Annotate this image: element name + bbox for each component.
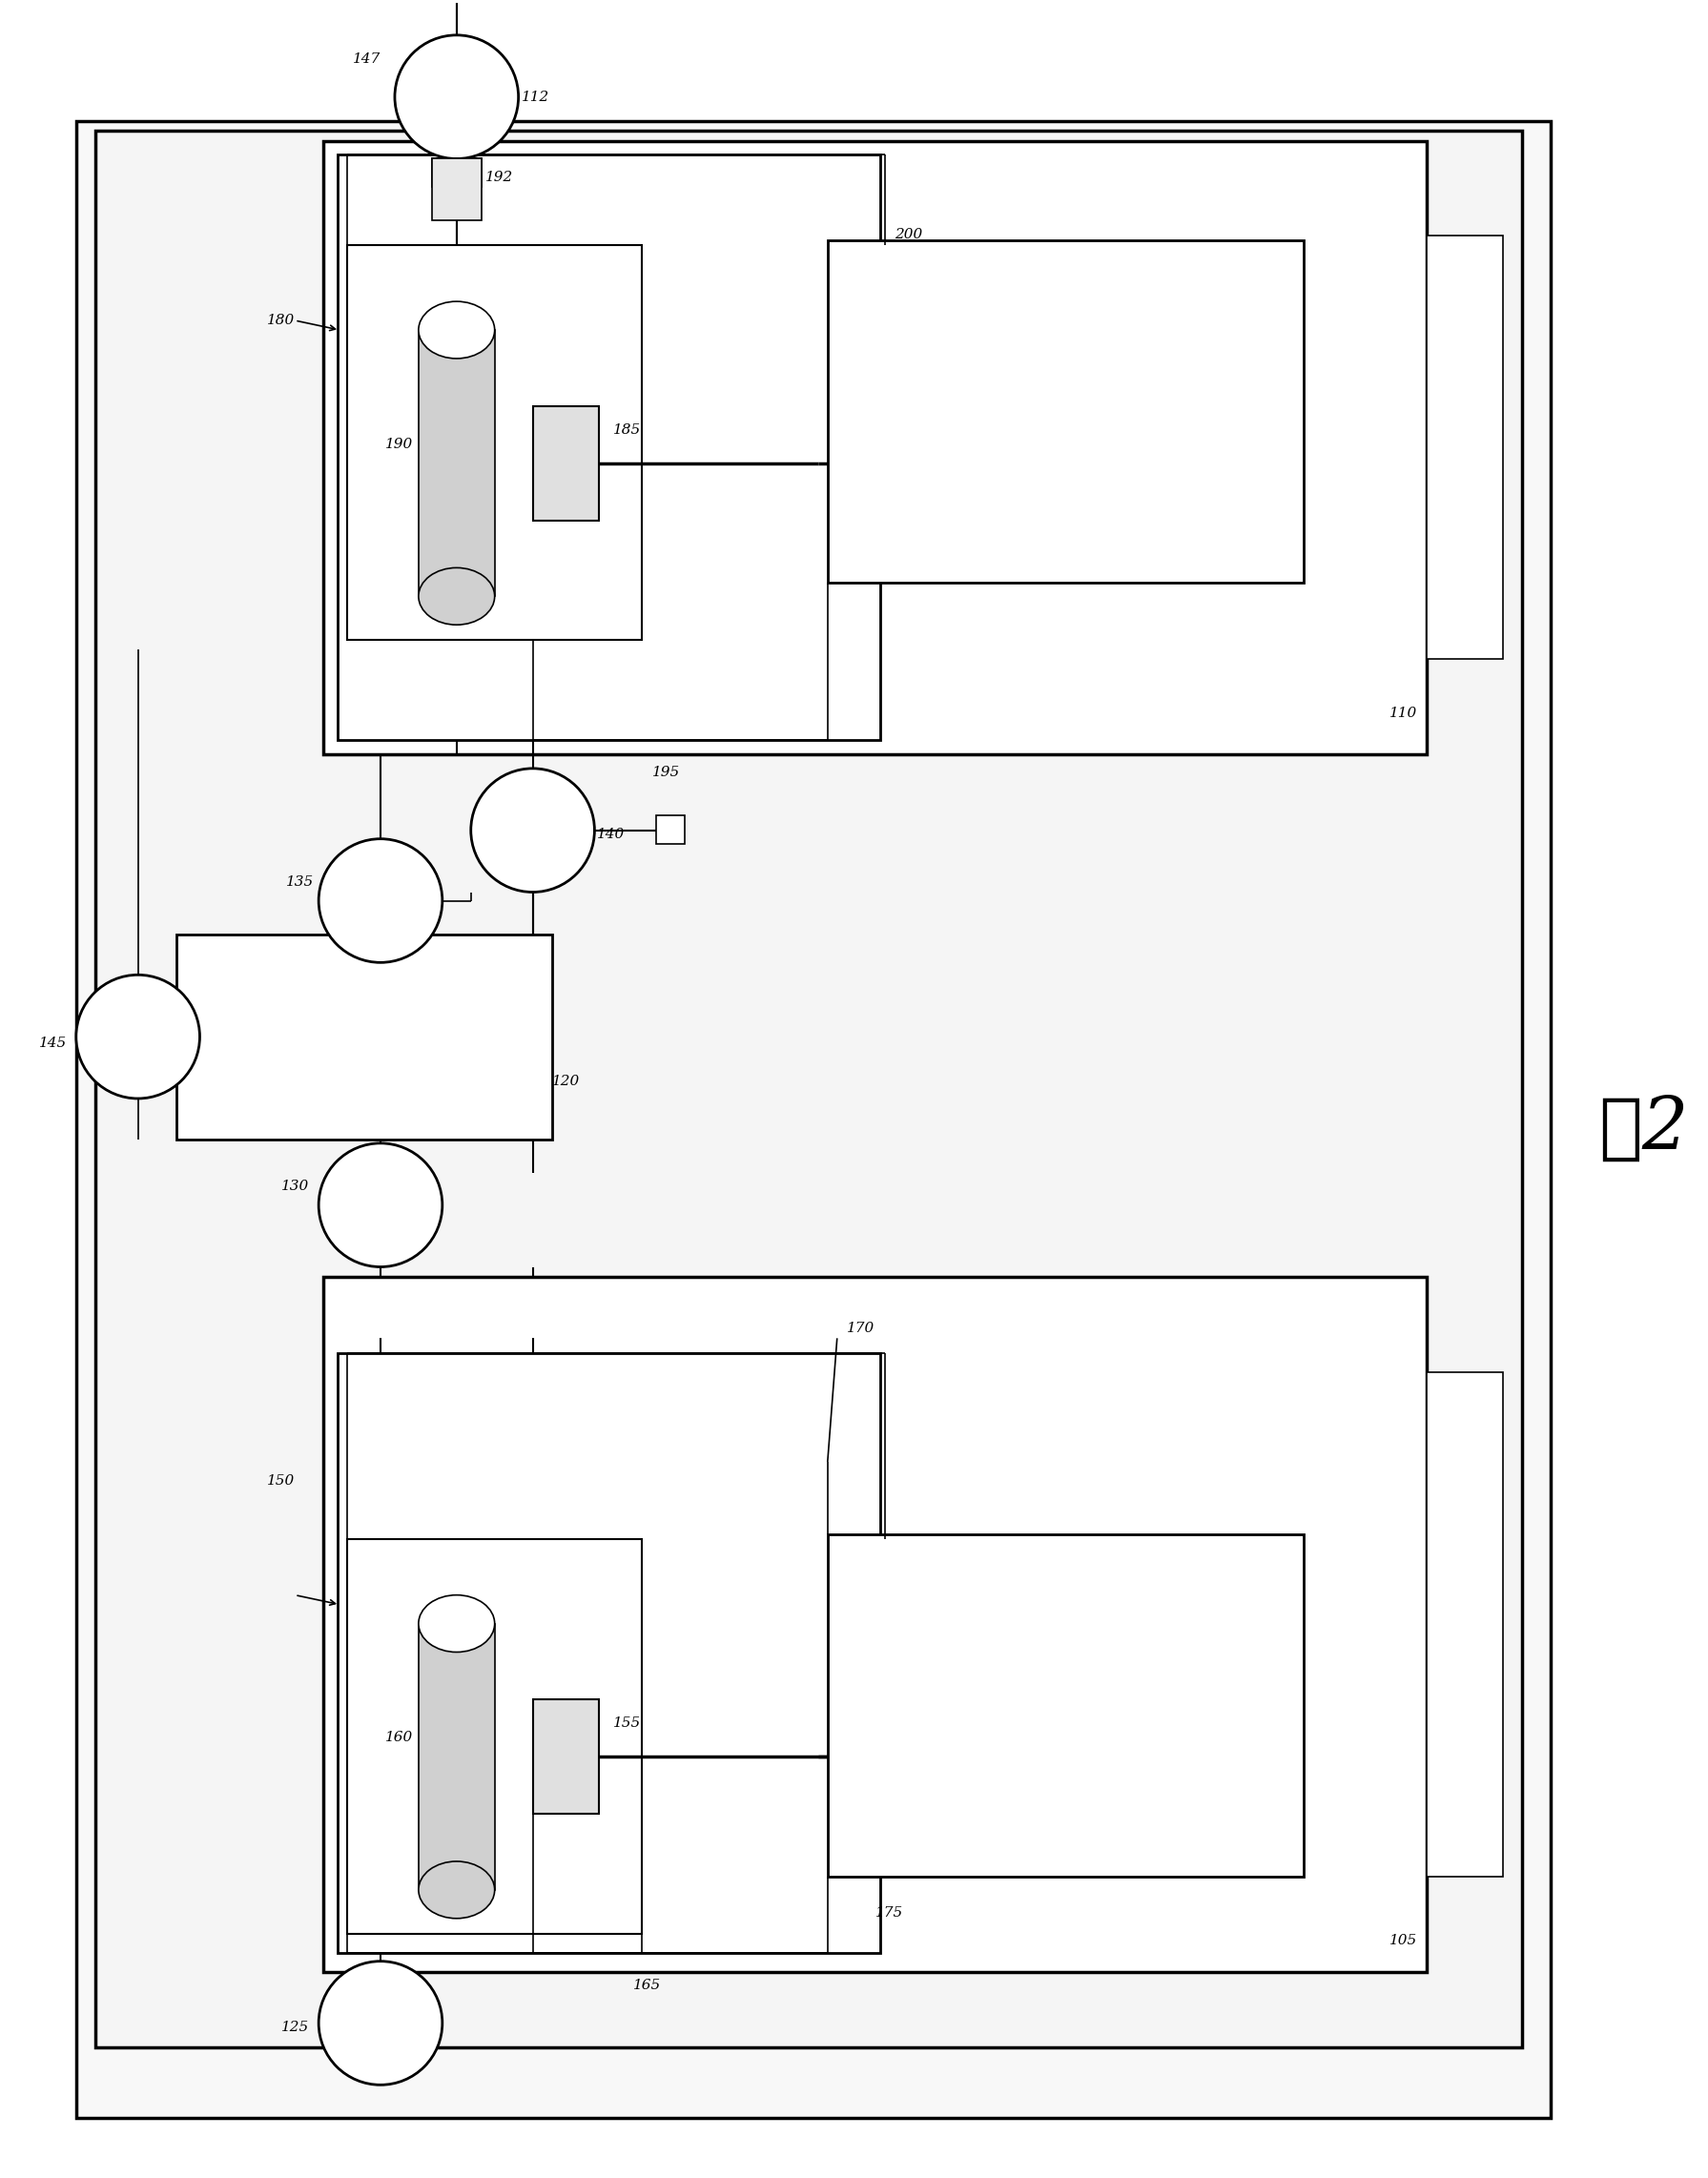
- Bar: [828, 1533, 1303, 1877]
- Bar: [338, 1353, 880, 1954]
- Text: 140: 140: [598, 828, 625, 841]
- Circle shape: [395, 35, 519, 159]
- Bar: [533, 405, 600, 521]
- Text: 185: 185: [613, 423, 642, 436]
- Bar: [96, 131, 1522, 2047]
- Bar: [1426, 1372, 1503, 1877]
- Ellipse shape: [418, 301, 495, 359]
- Text: 200: 200: [895, 229, 922, 242]
- Text: 125: 125: [282, 2021, 309, 2034]
- Circle shape: [471, 769, 594, 893]
- Bar: [656, 815, 685, 843]
- Bar: [533, 1699, 600, 1814]
- Bar: [323, 1276, 1426, 1971]
- Text: 170: 170: [847, 1322, 874, 1335]
- Circle shape: [77, 976, 200, 1098]
- Text: 110: 110: [1389, 706, 1418, 721]
- Text: 165: 165: [634, 1978, 661, 1991]
- Text: 图2: 图2: [1599, 1093, 1688, 1165]
- Text: 195: 195: [652, 767, 680, 780]
- Circle shape: [319, 1143, 442, 1268]
- Bar: [176, 934, 552, 1139]
- Ellipse shape: [418, 1594, 495, 1653]
- Text: 190: 190: [386, 438, 413, 451]
- Circle shape: [319, 839, 442, 963]
- Text: 105: 105: [1389, 1934, 1418, 1947]
- Bar: [1426, 235, 1503, 660]
- Bar: [347, 246, 642, 640]
- Bar: [828, 240, 1303, 584]
- Bar: [418, 331, 495, 597]
- Text: 147: 147: [352, 52, 381, 65]
- Text: 180: 180: [266, 314, 295, 327]
- Text: 192: 192: [485, 172, 512, 185]
- Bar: [432, 159, 482, 220]
- Bar: [323, 142, 1426, 754]
- Bar: [432, 159, 482, 187]
- Text: 175: 175: [874, 1906, 904, 1919]
- Text: 130: 130: [282, 1178, 309, 1194]
- Bar: [347, 1540, 642, 1934]
- Bar: [338, 155, 880, 741]
- Bar: [77, 120, 1551, 2119]
- Ellipse shape: [418, 1862, 495, 1919]
- Text: 112: 112: [521, 89, 550, 105]
- Ellipse shape: [418, 568, 495, 625]
- Text: 160: 160: [386, 1732, 413, 1745]
- Circle shape: [319, 1960, 442, 2084]
- Text: 145: 145: [39, 1037, 67, 1050]
- Text: 135: 135: [285, 876, 314, 889]
- Bar: [418, 1623, 495, 1891]
- Text: 120: 120: [552, 1074, 579, 1089]
- Text: 155: 155: [613, 1716, 642, 1729]
- Text: 150: 150: [266, 1475, 295, 1488]
